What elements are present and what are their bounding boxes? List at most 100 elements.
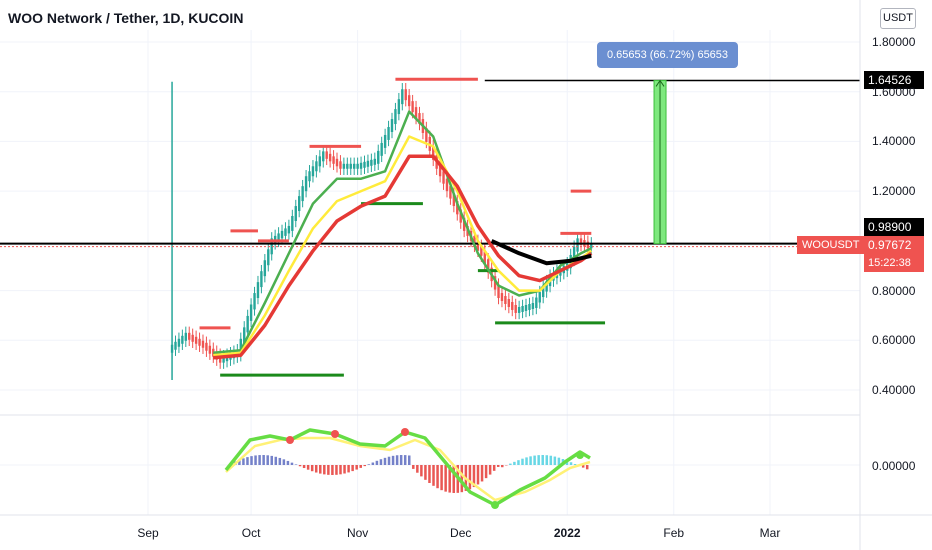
oscillator-bar xyxy=(355,465,358,470)
slow-ma-line xyxy=(213,154,593,360)
oscillator-bar xyxy=(529,456,532,465)
signal-line xyxy=(225,436,591,502)
oscillator-bar xyxy=(408,455,411,465)
countdown-tag: 15:22:38 xyxy=(864,254,924,272)
oscillator-bar xyxy=(367,464,371,465)
oscillator-bar xyxy=(549,455,553,465)
price-bar xyxy=(256,282,260,299)
y-tick-label: 1.80000 xyxy=(872,35,916,49)
price-bar xyxy=(174,341,177,350)
price-bar xyxy=(325,151,328,159)
price-bar xyxy=(366,160,370,167)
x-tick-label: Nov xyxy=(346,526,369,540)
price-bar xyxy=(212,348,215,357)
oscillator-bar xyxy=(569,462,573,465)
price-bar xyxy=(356,163,359,169)
oscillator-bar xyxy=(428,465,431,483)
oscillator-bar xyxy=(553,456,557,465)
oscillator-bar xyxy=(347,465,350,473)
x-tick-label: Oct xyxy=(241,526,261,540)
oscillator-pane xyxy=(0,428,860,509)
price-bar xyxy=(579,238,583,245)
price-bar xyxy=(507,299,511,307)
price-bar xyxy=(328,153,332,162)
oscillator-bar xyxy=(266,455,269,465)
oscillator-bar xyxy=(484,465,488,479)
price-bar xyxy=(311,166,315,177)
oscillator-bar xyxy=(468,465,472,490)
price-bar xyxy=(541,286,545,298)
price-bar xyxy=(524,304,528,311)
price-bar xyxy=(198,338,201,346)
oscillator-bar xyxy=(480,465,484,482)
price-bar xyxy=(511,302,514,310)
price-bar xyxy=(222,356,225,363)
currency-button[interactable]: USDT xyxy=(880,8,916,29)
oscillator-bar xyxy=(585,465,589,470)
chart-title: WOO Network / Tether, 1D, KUCOIN xyxy=(8,10,244,26)
price-bar xyxy=(514,304,517,313)
oscillator-bar xyxy=(517,460,520,465)
y-tick-label: 1.60000 xyxy=(872,84,916,99)
price-bar xyxy=(284,228,287,236)
oscillator-bar xyxy=(452,465,455,493)
level-lines xyxy=(0,77,860,377)
price-bar xyxy=(335,158,339,167)
oscillator-bar xyxy=(545,455,549,465)
price-bar xyxy=(181,335,184,344)
oscillator-bar xyxy=(472,465,476,488)
x-tick-label: Feb xyxy=(663,526,685,540)
price-bar xyxy=(246,315,249,333)
price-bar xyxy=(500,293,504,302)
cross-dot xyxy=(491,501,499,509)
price-bar xyxy=(184,332,188,341)
oscillator-bar xyxy=(436,465,439,489)
cross-dot xyxy=(331,430,339,438)
price-bar xyxy=(263,260,267,277)
y-tick-label: 1.40000 xyxy=(872,134,916,149)
price-bar xyxy=(270,238,273,255)
price-bar xyxy=(487,259,490,273)
oscillator-bar xyxy=(440,465,443,491)
oscillator-bar xyxy=(294,464,298,465)
oscillator-bar xyxy=(238,459,241,465)
price-bar xyxy=(287,225,291,234)
oscillator-bar xyxy=(513,461,516,465)
price-bar xyxy=(414,107,418,119)
oscillator-bar xyxy=(306,465,310,470)
price-bar xyxy=(452,193,456,207)
oscillator-bar xyxy=(250,456,253,465)
mid-ma-line xyxy=(213,135,593,357)
oscillator-bar xyxy=(302,465,306,469)
oscillator-bar xyxy=(501,465,504,468)
price-bar xyxy=(304,176,308,192)
oscillator-bar xyxy=(331,465,334,475)
y-tick-label: 0.80000 xyxy=(872,283,916,298)
price-bar xyxy=(253,293,256,310)
oscillator-bar xyxy=(399,455,403,465)
price-bar xyxy=(239,338,242,356)
y-tick-label: 0.40000 xyxy=(872,383,916,397)
oscillator-bar xyxy=(298,465,302,467)
price-bar xyxy=(346,163,349,169)
price-bar xyxy=(517,306,521,313)
oscillator-bar xyxy=(310,465,314,472)
oscillator-bar xyxy=(282,459,286,465)
price-bar xyxy=(576,238,579,252)
oscillator-bar xyxy=(323,465,326,475)
oscillator-bar xyxy=(525,457,528,465)
y-tick-label: 0.60000 xyxy=(872,333,916,348)
price-bar xyxy=(249,304,253,321)
price-bar xyxy=(407,95,411,107)
price-bar xyxy=(528,303,531,310)
price-bar xyxy=(521,305,524,312)
price-bar xyxy=(418,113,421,125)
price-bar xyxy=(572,246,576,260)
price-bar xyxy=(352,163,356,169)
oscillator-line xyxy=(224,428,591,507)
symbol-tag: WOOUSDT xyxy=(797,236,865,254)
oscillator-bar xyxy=(371,462,375,465)
price-bar xyxy=(462,217,466,231)
price-bar xyxy=(394,109,397,125)
